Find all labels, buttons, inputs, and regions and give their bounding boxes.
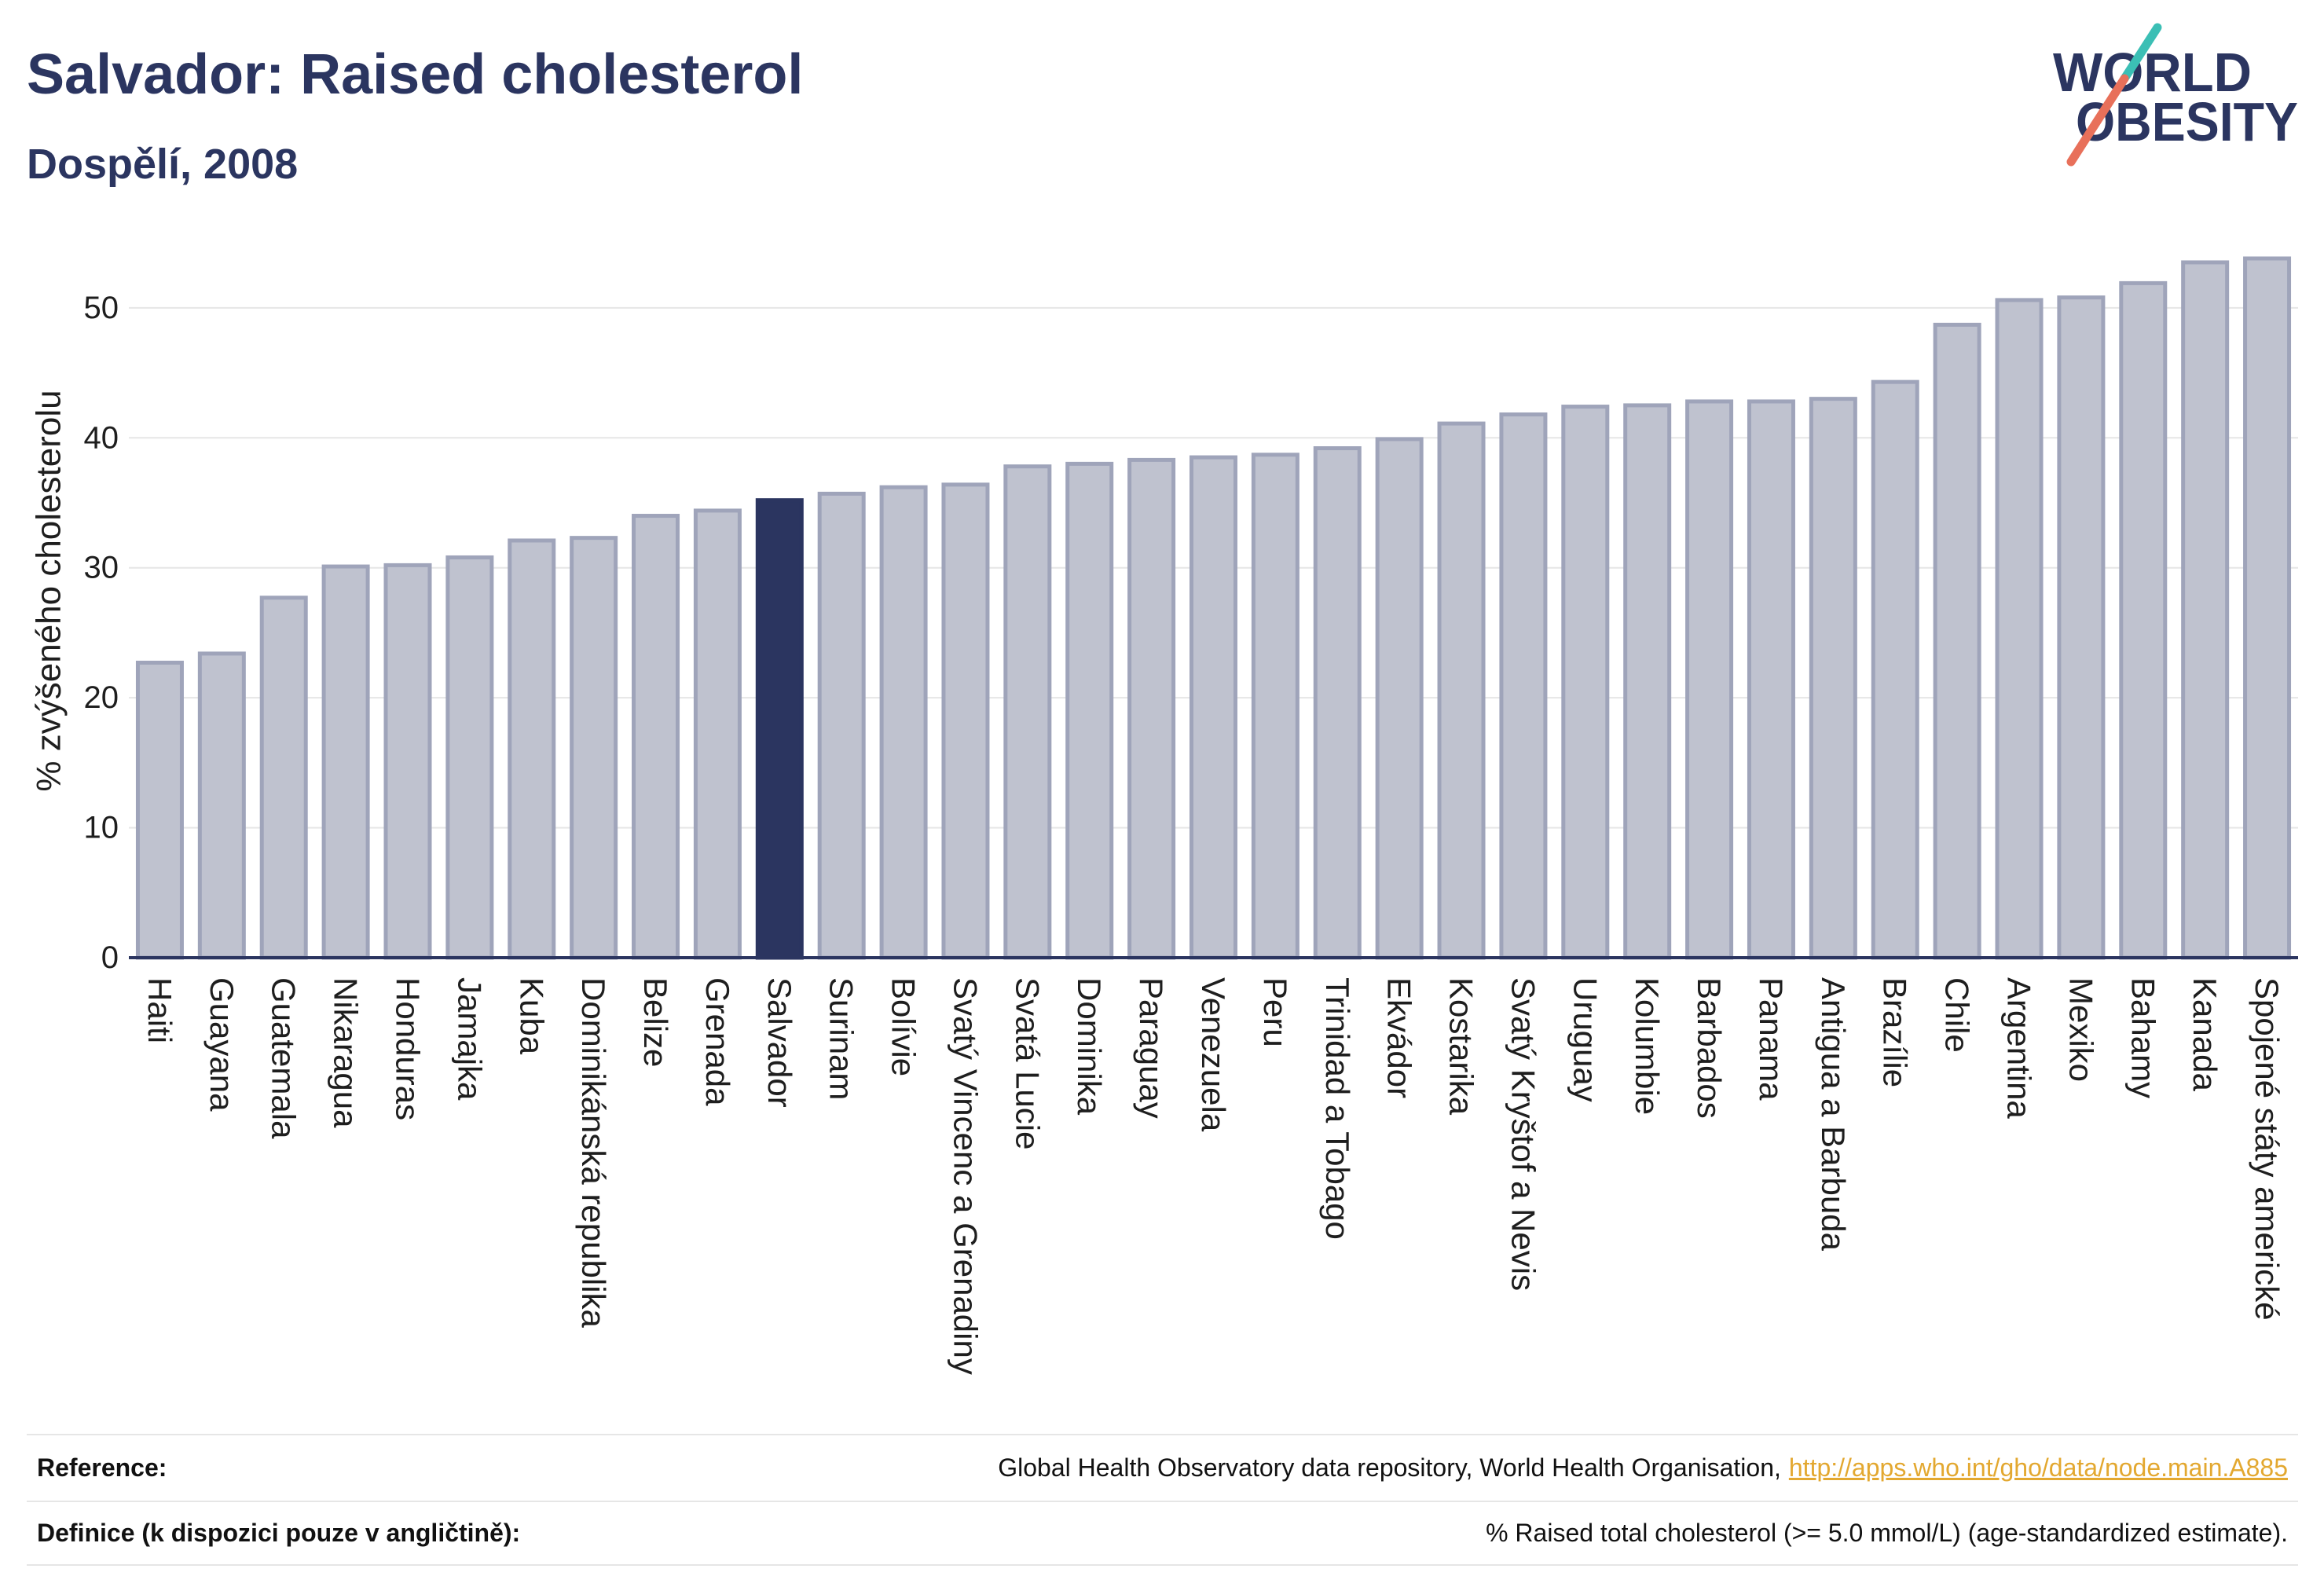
- x-tick-label: Uruguay: [1567, 977, 1604, 1102]
- bar-svata-lucie: [1003, 464, 1052, 960]
- bars: [135, 256, 2292, 960]
- definition-label: Definice (k dispozici pouze v angličtině…: [37, 1519, 521, 1547]
- x-tick-label: Spojené státy americké: [2249, 977, 2286, 1321]
- reference-label: Reference:: [37, 1453, 167, 1482]
- x-tick-label: Peru: [1257, 977, 1294, 1047]
- x-tick-label: Brazílie: [1877, 977, 1914, 1087]
- bar-kolumbie: [1623, 403, 1672, 960]
- bar-bolivie: [879, 485, 928, 960]
- x-tick-label: Kostarika: [1443, 977, 1480, 1116]
- x-tick-label: Trinidad a Tobago: [1319, 977, 1356, 1240]
- x-tick-label: Ekvádor: [1381, 977, 1418, 1098]
- bar-chart: 0 10 20 30 40 50 Haiti Guayana Guatemala Nikarag…: [30, 256, 2298, 1375]
- x-tick-label: Kuba: [513, 977, 550, 1055]
- bar-nikaragua: [321, 564, 370, 960]
- bar-guayana: [197, 651, 246, 960]
- x-tick-label: Jamajka: [451, 977, 488, 1101]
- footer: Reference: Global Health Observatory dat…: [27, 1434, 2298, 1566]
- reference-text: Global Health Observatory data repositor…: [998, 1453, 1781, 1482]
- world-obesity-logo: WORLD OBESITY: [2053, 23, 2298, 167]
- y-tick-label: 40: [84, 420, 119, 455]
- bar-uruguay: [1561, 405, 1610, 960]
- x-tick-label: Honduras: [389, 977, 426, 1120]
- x-tick-label: Dominika: [1071, 977, 1108, 1116]
- bar-panama: [1747, 399, 1795, 960]
- page-subtitle: Dospělí, 2008: [27, 141, 299, 188]
- bar-kostarika: [1437, 421, 1486, 960]
- x-tick-label: Svatá Lucie: [1009, 977, 1046, 1149]
- bar-svaty-vincenc-a-grenadiny: [941, 482, 990, 960]
- bar-dominikanska-republika: [570, 536, 618, 960]
- y-tick-label: 20: [84, 680, 119, 715]
- logo-slash-teal: [2120, 23, 2162, 83]
- x-tick-label: Kolumbie: [1629, 977, 1666, 1115]
- bar-surinam: [817, 491, 866, 960]
- reference-value: Global Health Observatory data repositor…: [998, 1453, 2288, 1483]
- y-tick-label: 0: [101, 940, 119, 975]
- bar-antigua-a-barbuda: [1809, 397, 1857, 960]
- x-tick-label: Dominikánská republika: [575, 977, 612, 1329]
- x-tick-label: Surinam: [823, 977, 860, 1100]
- x-tick-label: Antigua a Barbuda: [1815, 977, 1852, 1252]
- logo-slash-coral: [2066, 74, 2129, 167]
- x-tick-label: Belize: [637, 977, 674, 1067]
- x-tick-label: Barbados: [1691, 977, 1728, 1119]
- definition-text: % Raised total cholesterol (>= 5.0 mmol/…: [1486, 1519, 2288, 1547]
- bar-chile: [1933, 322, 1981, 960]
- bar-jamajka: [445, 555, 494, 960]
- bar-haiti: [135, 660, 184, 960]
- bar-spojene-staty-americke: [2243, 256, 2292, 960]
- bar-guatemala: [259, 596, 308, 960]
- reference-row: Reference: Global Health Observatory dat…: [27, 1434, 2298, 1501]
- bar-barbados: [1685, 399, 1734, 960]
- bar-belize: [632, 514, 680, 960]
- bar-kuba: [508, 538, 556, 960]
- x-tick-label: Nikaragua: [328, 977, 365, 1128]
- x-tick-label: Svatý Kryštof a Nevis: [1505, 977, 1541, 1291]
- x-axis-ticks: Haiti Guayana Guatemala Nikaragua Honduras Ja…: [141, 977, 2286, 1375]
- x-tick-label: Guayana: [203, 977, 240, 1112]
- x-tick-label: Chile: [1939, 977, 1976, 1053]
- x-tick-label: Argentina: [2001, 977, 2038, 1119]
- x-tick-label: Guatemala: [266, 977, 302, 1139]
- bar-honduras: [383, 563, 432, 960]
- bar-bahamy: [2119, 280, 2168, 960]
- reference-link[interactable]: http://apps.who.int/gho/data/node.main.A…: [1788, 1453, 2288, 1482]
- x-tick-label: Bolívie: [885, 977, 922, 1076]
- definition-row: Definice (k dispozici pouze v angličtině…: [27, 1501, 2298, 1566]
- x-tick-label: Svatý Vincenc a Grenadiny: [947, 977, 984, 1375]
- page-title: Salvador: Raised cholesterol: [27, 43, 804, 106]
- bar-kanada: [2181, 260, 2230, 960]
- x-tick-label: Salvador: [761, 977, 798, 1108]
- bar-dominika: [1065, 461, 1114, 960]
- x-tick-label: Venezuela: [1195, 977, 1232, 1132]
- bar-brazilie: [1871, 379, 1919, 960]
- bar-peru: [1251, 453, 1299, 960]
- bar-salvador: [755, 498, 804, 960]
- x-tick-label: Panama: [1753, 977, 1790, 1101]
- bar-mexiko: [2057, 295, 2106, 960]
- x-tick-label: Mexiko: [2062, 977, 2099, 1082]
- y-tick-label: 10: [84, 811, 119, 845]
- x-tick-label: Haiti: [141, 977, 178, 1043]
- y-tick-label: 30: [84, 551, 119, 585]
- x-tick-label: Grenada: [699, 977, 736, 1106]
- y-tick-label: 50: [84, 291, 119, 325]
- bar-trinidad-a-tobago: [1313, 446, 1362, 960]
- y-axis-title: % zvýšeného cholesterolu: [30, 390, 68, 791]
- logo-text-world: WORLD: [2053, 42, 2252, 103]
- bar-svaty-krystof-a-nevis: [1499, 412, 1548, 960]
- y-axis-ticks: 0 10 20 30 40 50: [84, 291, 119, 975]
- x-tick-label: Kanada: [2187, 977, 2223, 1091]
- bar-paraguay: [1127, 457, 1176, 960]
- x-tick-label: Paraguay: [1133, 977, 1170, 1119]
- x-tick-label: Bahamy: [2124, 977, 2161, 1098]
- bar-argentina: [1995, 298, 2044, 960]
- bar-grenada: [693, 508, 742, 960]
- bar-venezuela: [1189, 455, 1237, 960]
- bar-ekvador: [1375, 437, 1424, 960]
